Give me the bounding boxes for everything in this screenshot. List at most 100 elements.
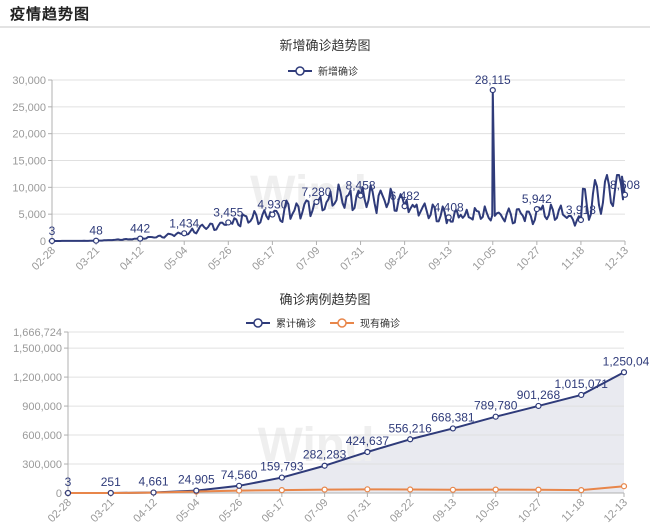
data-label: 8,458: [346, 179, 376, 193]
y-tick-label: 0: [40, 236, 46, 248]
data-point[interactable]: [407, 436, 414, 443]
data-label: 1,250,04: [603, 354, 650, 368]
data-point[interactable]: [533, 206, 540, 213]
data-point[interactable]: [321, 462, 328, 469]
data-point[interactable]: [445, 214, 452, 221]
data-point[interactable]: [492, 486, 499, 493]
y-tick-label: 1,500,000: [13, 343, 62, 355]
data-point[interactable]: [364, 486, 371, 493]
data-point[interactable]: [492, 413, 499, 420]
x-tick-label: 07-09: [302, 497, 330, 525]
data-point[interactable]: [577, 216, 585, 224]
data-label: 48: [89, 224, 103, 238]
data-point[interactable]: [48, 237, 56, 245]
data-label: 3,455: [213, 205, 243, 219]
data-label: 3,918: [566, 203, 596, 217]
data-point[interactable]: [225, 219, 232, 226]
x-tick-label: 02-28: [30, 245, 58, 273]
x-tick-label: 12-13: [602, 497, 630, 525]
legend-item-0[interactable]: 累计确诊: [246, 317, 316, 330]
data-label: 74,560: [221, 468, 258, 482]
x-tick-label: 12-13: [603, 245, 631, 273]
data-point[interactable]: [449, 425, 457, 432]
legend-label: 累计确诊: [276, 317, 316, 330]
y-tick-label: 30,000: [12, 75, 46, 87]
legend-item-0[interactable]: 新增确诊: [288, 65, 358, 78]
data-point[interactable]: [321, 486, 328, 493]
x-tick-label: 09-13: [431, 497, 459, 525]
data-label: 251: [101, 475, 121, 489]
data-label: 901,268: [517, 388, 561, 402]
data-point[interactable]: [620, 369, 628, 376]
data-point[interactable]: [64, 489, 72, 497]
data-point[interactable]: [489, 87, 496, 94]
y-tick-label: 900,000: [22, 401, 62, 413]
x-tick-label: 11-18: [559, 245, 587, 273]
legend-item-1[interactable]: 现有确诊: [330, 317, 400, 330]
data-point[interactable]: [401, 203, 408, 210]
data-point[interactable]: [278, 474, 285, 481]
x-tick-label: 08-22: [388, 497, 416, 525]
data-label: 282,283: [303, 448, 347, 462]
x-tick-label: 03-21: [74, 245, 102, 273]
data-label: 668,381: [431, 410, 475, 424]
data-label: 4,930: [257, 198, 287, 212]
data-point[interactable]: [407, 486, 414, 493]
x-tick-label: 06-17: [260, 497, 288, 525]
data-point[interactable]: [364, 448, 371, 456]
data-point[interactable]: [449, 486, 457, 493]
data-point[interactable]: [269, 211, 276, 218]
data-point[interactable]: [578, 391, 585, 399]
legend-circle-icon: [253, 318, 263, 328]
data-point[interactable]: [150, 489, 157, 496]
watermark: Wind: [250, 167, 367, 220]
x-tick-label: 10-27: [515, 245, 543, 273]
data-point[interactable]: [621, 191, 629, 198]
data-point[interactable]: [107, 489, 114, 497]
y-tick-label: 600,000: [22, 430, 62, 442]
legend-circle-icon: [295, 66, 305, 76]
watermark: Wind: [258, 419, 375, 472]
x-tick-label: 07-31: [338, 245, 366, 273]
legend-label: 现有确诊: [360, 317, 400, 330]
x-tick-label: 03-21: [89, 497, 117, 525]
x-tick-label: 05-26: [217, 497, 245, 525]
legend-label: 新增确诊: [318, 65, 358, 78]
data-label: 4,408: [434, 200, 464, 214]
data-label: 3: [49, 224, 56, 238]
y-tick-label: 5,000: [18, 209, 46, 221]
data-label: 24,905: [178, 473, 215, 487]
data-point[interactable]: [357, 192, 364, 199]
legend-circle-icon: [337, 318, 347, 328]
data-point[interactable]: [313, 198, 320, 206]
data-point[interactable]: [620, 483, 628, 490]
data-point[interactable]: [137, 235, 144, 242]
data-label: 7,280: [301, 185, 331, 199]
data-point[interactable]: [578, 487, 585, 494]
chart2-title: 确诊病例趋势图: [279, 292, 370, 307]
data-label: 4,661: [139, 475, 169, 489]
data-label: 28,115: [475, 73, 511, 87]
data-point[interactable]: [181, 230, 188, 237]
y-tick-label: 20,000: [12, 129, 46, 141]
x-tick-label: 05-04: [162, 245, 190, 273]
data-point[interactable]: [92, 237, 100, 244]
current-cases-line: [67, 485, 625, 494]
x-tick-label: 07-09: [294, 245, 322, 273]
data-point[interactable]: [235, 482, 243, 489]
data-point[interactable]: [193, 487, 200, 494]
new-cases-chart: Wind 0 5,000 10,000 15,000 20,000 25,000 30,000…: [12, 38, 640, 273]
data-point[interactable]: [535, 402, 542, 410]
y-tick-label: 0: [56, 488, 62, 500]
data-label: 3: [65, 475, 72, 489]
data-label: 556,216: [388, 421, 432, 435]
data-label: 159,793: [260, 460, 304, 474]
x-tick-label: 04-12: [118, 245, 146, 273]
data-point[interactable]: [278, 487, 285, 494]
data-point[interactable]: [535, 486, 542, 493]
y-tick-label: 300,000: [22, 459, 62, 471]
data-label: 1,015,071: [555, 377, 609, 391]
x-tick-label: 06-17: [250, 245, 278, 273]
y-tick-label: 1,666,724: [13, 327, 62, 339]
y-tick-label: 1,200,000: [13, 372, 62, 384]
